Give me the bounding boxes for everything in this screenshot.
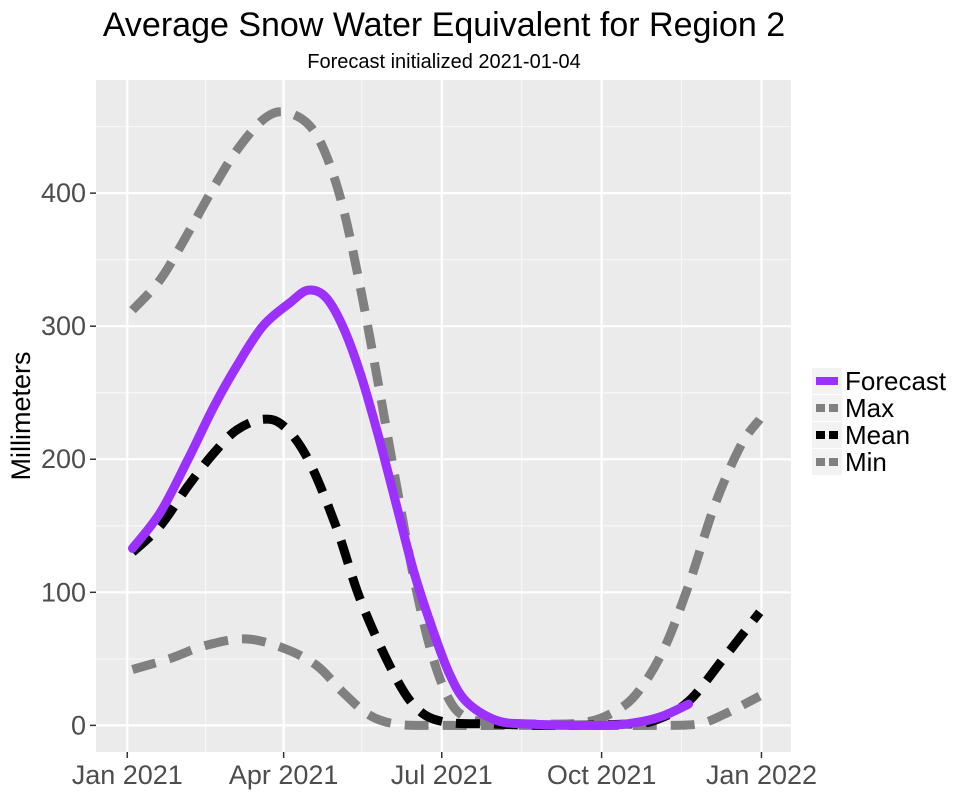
- series-line-forecast: [128, 285, 693, 730]
- y-tick-label: 200: [41, 444, 86, 474]
- chart-subtitle: Forecast initialized 2021-01-04: [307, 51, 581, 73]
- y-axis-label: Millimeters: [6, 351, 36, 480]
- series-line-min: [131, 634, 762, 730]
- x-tick-label: Oct 2021: [547, 760, 657, 790]
- x-tick-label: Jan 2021: [72, 760, 183, 790]
- y-tick-label: 400: [41, 178, 86, 208]
- series-layer: [128, 107, 764, 730]
- legend-label-forecast: Forecast: [845, 366, 947, 396]
- chart-title: Average Snow Water Equivalent for Region…: [103, 6, 785, 44]
- x-tick-label: Jul 2021: [391, 760, 493, 790]
- y-tick-label: 100: [41, 577, 86, 607]
- legend-label-mean: Mean: [845, 420, 910, 450]
- x-tick-label: Jan 2022: [706, 760, 817, 790]
- x-tick-label: Apr 2021: [229, 760, 339, 790]
- axis-layer: 0 100 200 300 400 Jan 2021 Apr 2021 Jul 2021 Oct…: [41, 178, 817, 790]
- y-tick-label: 0: [71, 710, 86, 740]
- legend-label-min: Min: [845, 447, 887, 477]
- legend-label-max: Max: [845, 393, 894, 423]
- y-tick-label: 300: [41, 311, 86, 341]
